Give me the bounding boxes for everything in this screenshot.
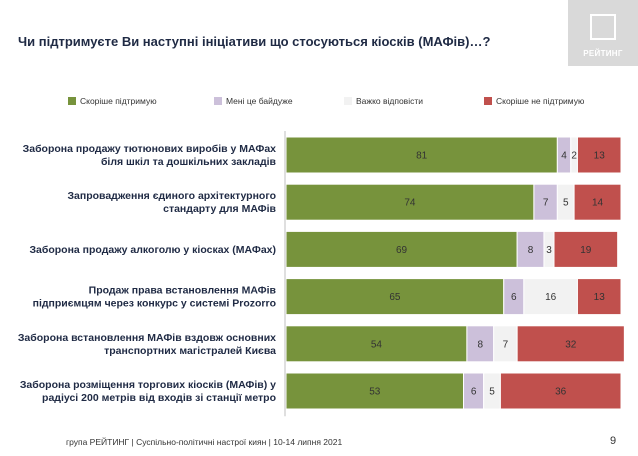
bar-segment-indifferent bbox=[466, 325, 495, 363]
data-label-support: 53 bbox=[369, 387, 381, 398]
data-label-hard-to-say: 5 bbox=[563, 198, 569, 209]
category-label: стандарту для МАФів bbox=[163, 203, 276, 215]
data-label-support: 74 bbox=[404, 198, 416, 209]
data-label-not-support: 36 bbox=[555, 387, 567, 398]
category-label: Продаж права встановлення МАФів bbox=[89, 285, 277, 297]
legend-item-support: Скоріше підтримую bbox=[68, 96, 157, 106]
category-label: біля шкіл та дошкільних закладів bbox=[101, 156, 277, 168]
footer-source: група РЕЙТИНГ | Суспільно-політичні наст… bbox=[66, 437, 343, 447]
data-label-not-support: 19 bbox=[580, 245, 592, 256]
legend-swatch-hard-to-say bbox=[344, 97, 352, 105]
data-label-indifferent: 8 bbox=[528, 245, 534, 256]
bar-segment-support bbox=[285, 230, 518, 268]
legend-label-indifferent: Мені це байдуже bbox=[226, 96, 293, 106]
page-title: Чи підтримуєте Ви наступні ініціативи що… bbox=[18, 34, 491, 49]
legend-label-not-support: Скоріше не підтримую bbox=[496, 96, 585, 106]
legend-swatch-not-support bbox=[484, 97, 492, 105]
data-label-support: 81 bbox=[416, 151, 428, 162]
data-label-hard-to-say: 2 bbox=[571, 151, 577, 162]
data-label-support: 69 bbox=[396, 245, 408, 256]
legend-swatch-indifferent bbox=[214, 97, 222, 105]
data-label-indifferent: 6 bbox=[511, 292, 517, 303]
bar-segment-not-support bbox=[499, 372, 622, 410]
bar-segment-not-support bbox=[553, 230, 619, 268]
data-label-hard-to-say: 5 bbox=[489, 387, 495, 398]
bar-segment-not-support bbox=[573, 183, 622, 221]
category-label: Заборона встановлення МАФів вздовж основ… bbox=[18, 332, 276, 344]
data-label-not-support: 13 bbox=[594, 151, 606, 162]
category-label: Заборона продажу алкоголю у кіосках (МАФ… bbox=[29, 244, 276, 256]
data-label-indifferent: 8 bbox=[478, 339, 484, 350]
data-label-support: 65 bbox=[389, 292, 401, 303]
category-label: транспортних магістралей Києва bbox=[104, 345, 276, 357]
bar-segment-support bbox=[285, 183, 535, 221]
data-label-indifferent: 4 bbox=[561, 151, 567, 162]
category-label: підприємцям через конкурс у системі Proz… bbox=[33, 298, 276, 310]
rating-logo: РЕЙТИНГ bbox=[568, 0, 638, 66]
category-label: Заборона продажу тютюнових виробів у МАФ… bbox=[23, 143, 276, 155]
chart-legend: Скоріше підтримую Мені це байдуже Важко … bbox=[0, 96, 638, 110]
data-label-hard-to-say: 7 bbox=[503, 339, 509, 350]
category-label: радіусі 200 метрів від входів зі станції… bbox=[42, 392, 276, 404]
legend-item-not-support: Скоріше не підтримую bbox=[484, 96, 584, 106]
bar-segment-not-support bbox=[576, 278, 622, 316]
data-label-hard-to-say: 3 bbox=[546, 245, 552, 256]
page-number: 9 bbox=[610, 435, 617, 447]
legend-swatch-support bbox=[68, 97, 76, 105]
bar-segment-not-support bbox=[576, 136, 622, 174]
logo-text: РЕЙТИНГ bbox=[583, 49, 623, 58]
category-label: Запровадження єдиного архітектурного bbox=[67, 190, 276, 202]
data-label-indifferent: 6 bbox=[471, 387, 477, 398]
data-label-not-support: 14 bbox=[592, 198, 604, 209]
data-label-hard-to-say: 16 bbox=[545, 292, 557, 303]
bar-segment-not-support bbox=[516, 325, 625, 363]
data-label-not-support: 32 bbox=[565, 339, 577, 350]
category-label: Заборона розміщення торгових кіосків (МА… bbox=[20, 379, 276, 391]
data-label-indifferent: 7 bbox=[543, 198, 549, 209]
legend-item-indifferent: Мені це байдуже bbox=[214, 96, 293, 106]
data-label-not-support: 13 bbox=[594, 292, 606, 303]
data-label-support: 54 bbox=[371, 339, 383, 350]
legend-item-hard-to-say: Важко відповісти bbox=[344, 96, 423, 106]
bar-segment-hard-to-say bbox=[523, 278, 578, 316]
legend-label-hard-to-say: Важко відповісти bbox=[356, 96, 423, 106]
bar-segment-support bbox=[285, 325, 468, 363]
bar-segment-support bbox=[285, 372, 465, 410]
logo-mark-icon bbox=[590, 14, 616, 40]
legend-label-support: Скоріше підтримую bbox=[80, 96, 157, 106]
